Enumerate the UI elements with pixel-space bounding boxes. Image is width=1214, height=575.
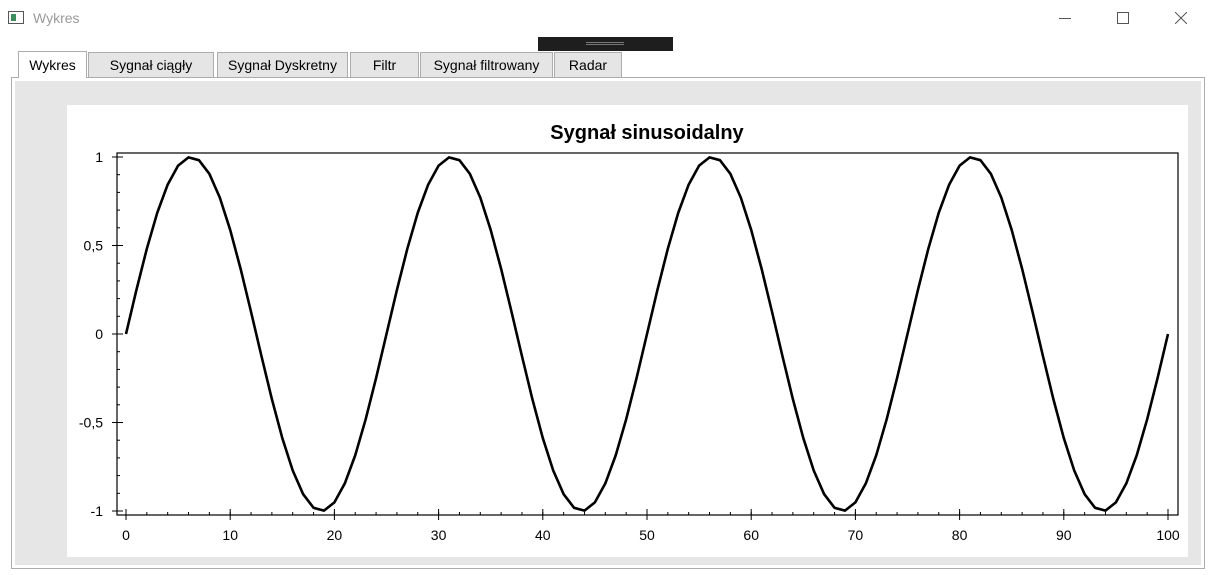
debug-toolbar-handle[interactable]: [538, 37, 673, 51]
series-layer: [124, 156, 1170, 512]
app-window-icon: [8, 11, 24, 24]
x-tick-label: 20: [327, 527, 343, 543]
chart-area: Sygnał sinusoidalny 1 0,5 0 -0,5 -1 0 10 20 30 4…: [67, 105, 1188, 557]
tab-filtr[interactable]: Filtr: [350, 52, 419, 77]
tab-sygnal-filtrowany[interactable]: Sygnał filtrowany: [420, 52, 553, 77]
x-tick-label: 60: [743, 527, 759, 543]
chart-title: Sygnał sinusoidalny: [550, 122, 744, 144]
close-icon: [1175, 12, 1187, 24]
y-tick-label: 0: [95, 326, 103, 342]
series-line-0: [124, 156, 1170, 512]
title-bar[interactable]: Wykres: [0, 0, 1214, 36]
tab-sygnal-ciagly[interactable]: Sygnał ciągły: [88, 52, 214, 77]
x-tick-label: 80: [952, 527, 968, 543]
grip-icon: [586, 42, 624, 45]
x-tick-label: 40: [535, 527, 551, 543]
maximize-button[interactable]: [1094, 0, 1152, 36]
x-axis: 0 10 20 30 40 50 60 70 80 90 100: [122, 509, 1180, 543]
y-tick-label: 0,5: [84, 238, 104, 254]
y-tick-label: 1: [95, 149, 103, 165]
sine-chart: Sygnał sinusoidalny 1 0,5 0 -0,5 -1 0 10 20 30 4…: [79, 122, 1180, 543]
x-tick-label: 90: [1056, 527, 1072, 543]
x-tick-label: 100: [1156, 527, 1180, 543]
x-tick-label: 0: [122, 527, 130, 543]
maximize-icon: [1117, 12, 1129, 24]
x-tick-label: 30: [431, 527, 447, 543]
x-tick-label: 10: [222, 527, 238, 543]
x-tick-label: 70: [848, 527, 864, 543]
minimize-icon: [1059, 18, 1071, 19]
close-button[interactable]: [1152, 0, 1210, 36]
y-axis: 1 0,5 0 -0,5 -1: [79, 149, 123, 519]
y-tick-label: -1: [91, 503, 104, 519]
y-tick-label: -0,5: [79, 415, 103, 431]
minimize-button[interactable]: [1036, 0, 1094, 36]
tab-sygnal-dyskretny[interactable]: Sygnał Dyskretny: [217, 52, 348, 77]
tab-wykres[interactable]: Wykres: [18, 51, 87, 78]
tab-radar[interactable]: Radar: [554, 52, 622, 77]
x-tick-label: 50: [639, 527, 655, 543]
window-title: Wykres: [33, 10, 80, 26]
